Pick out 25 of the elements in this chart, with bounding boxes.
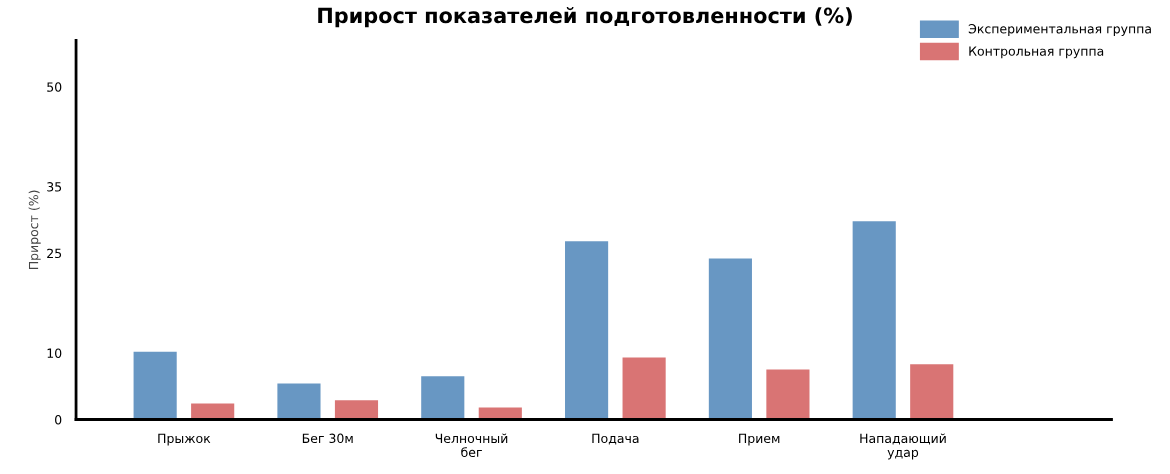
x-tick-label: Прыжок [158, 433, 211, 446]
y-tick-label: 0 [55, 414, 62, 425]
x-tick-label: Прием [739, 433, 780, 446]
legend-label: Контрольная группа [969, 46, 1104, 59]
bar [277, 383, 321, 420]
y-tick-label: 35 [47, 182, 62, 192]
bar [910, 364, 954, 420]
y-tick-label: 10 [47, 348, 62, 358]
bar [334, 400, 379, 420]
chart-title: Прирост показателей подготовленности (%) [318, 7, 852, 28]
bar [133, 351, 177, 420]
x-tick-label: Челночный бег [435, 433, 508, 458]
bar [565, 241, 609, 420]
bar [421, 376, 465, 420]
bar [852, 221, 896, 420]
x-tick-label: Нападающий удар [860, 433, 946, 460]
x-tick-label: Бег 30м [302, 433, 353, 444]
legend-label: Экспериментальная группа [968, 24, 1151, 36]
bar [766, 369, 810, 420]
y-tick-label: 50 [47, 82, 62, 92]
bar [708, 258, 752, 420]
bar [622, 357, 666, 420]
y-tick-label: 25 [47, 248, 62, 259]
x-tick-label: Подача [592, 433, 639, 445]
y-axis-title: Прирост (%) [28, 190, 41, 270]
